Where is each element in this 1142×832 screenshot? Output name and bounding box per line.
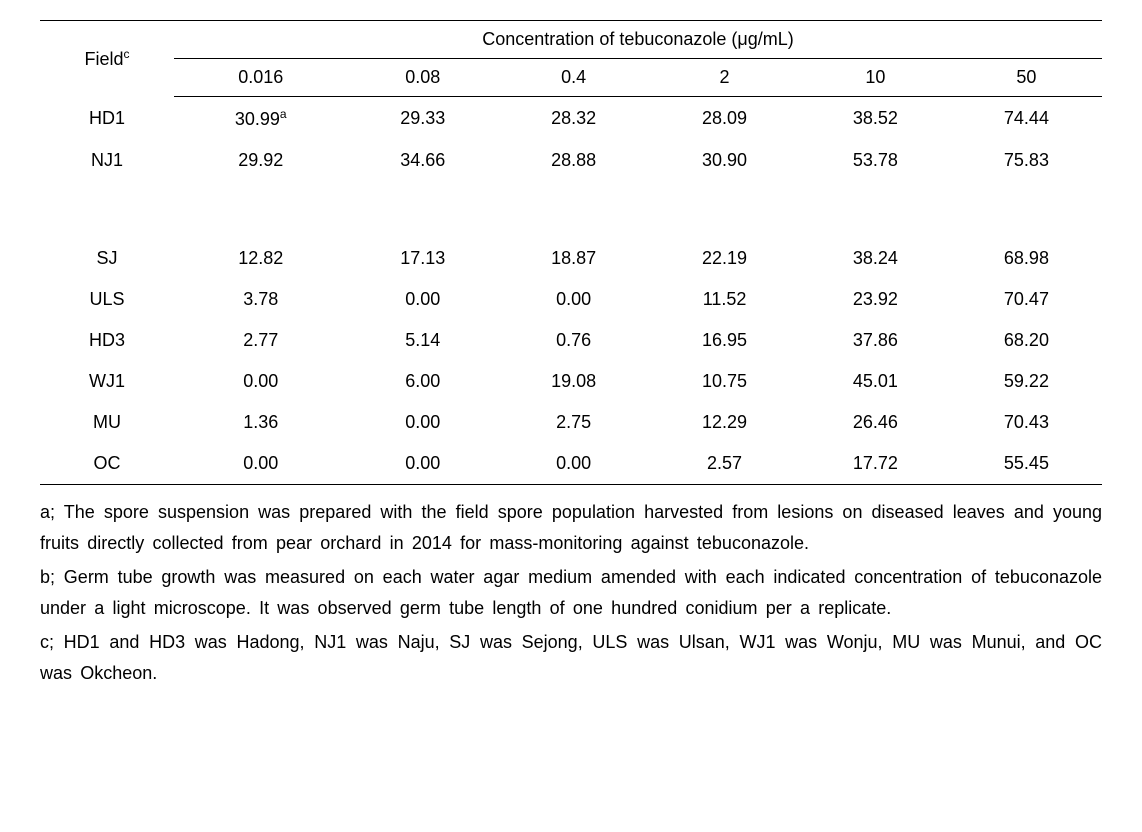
column-header: 2: [649, 59, 800, 97]
table-header: Fieldc Concentration of tebuconazole (μg…: [40, 21, 1102, 97]
row-header-sup: c: [124, 47, 130, 61]
footnotes: a; The spore suspension was prepared wit…: [40, 497, 1102, 689]
value-cell: 19.08: [498, 361, 649, 402]
value-cell: 2.57: [649, 443, 800, 485]
value-cell: 28.88: [498, 140, 649, 181]
value-cell: 28.09: [649, 97, 800, 141]
value-cell: 59.22: [951, 361, 1102, 402]
footnote-a: a; The spore suspension was prepared wit…: [40, 497, 1102, 558]
value-cell: 75.83: [951, 140, 1102, 181]
field-cell: WJ1: [40, 361, 174, 402]
column-header: 50: [951, 59, 1102, 97]
table-body: HD130.99a29.3328.3228.0938.5274.44NJ129.…: [40, 97, 1102, 485]
column-header: 0.016: [174, 59, 347, 97]
value-cell: 0.00: [174, 443, 347, 485]
row-header-label: Fieldc: [40, 21, 174, 97]
value-cell: 45.01: [800, 361, 951, 402]
value-cell: 10.75: [649, 361, 800, 402]
column-header-row: 0.0160.080.421050: [40, 59, 1102, 97]
value-text: 30.99: [235, 109, 280, 129]
value-cell: 5.14: [347, 320, 498, 361]
value-cell: 30.99a: [174, 97, 347, 141]
value-cell: 16.95: [649, 320, 800, 361]
value-cell: 34.66: [347, 140, 498, 181]
value-cell: 0.00: [347, 279, 498, 320]
value-cell: 1.36: [174, 402, 347, 443]
table-row: WJ10.006.0019.0810.7545.0159.22: [40, 361, 1102, 402]
value-cell: 2.77: [174, 320, 347, 361]
table-row: HD32.775.140.7616.9537.8668.20: [40, 320, 1102, 361]
value-cell: 17.13: [347, 238, 498, 279]
table-row: HD130.99a29.3328.3228.0938.5274.44: [40, 97, 1102, 141]
value-cell: 0.00: [347, 443, 498, 485]
value-cell: 12.82: [174, 238, 347, 279]
field-cell: HD1: [40, 97, 174, 141]
table-row: SJ12.8217.1318.8722.1938.2468.98: [40, 238, 1102, 279]
column-header: 10: [800, 59, 951, 97]
value-cell: 23.92: [800, 279, 951, 320]
value-cell: 0.00: [498, 443, 649, 485]
field-cell: NJ1: [40, 140, 174, 181]
value-cell: 37.86: [800, 320, 951, 361]
value-cell: 38.24: [800, 238, 951, 279]
table-row: OC0.000.000.002.5717.7255.45: [40, 443, 1102, 485]
column-header: 0.08: [347, 59, 498, 97]
value-cell: 11.52: [649, 279, 800, 320]
value-cell: 70.47: [951, 279, 1102, 320]
field-cell: SJ: [40, 238, 174, 279]
table-row: NJ129.9234.6628.8830.9053.7875.83: [40, 140, 1102, 181]
value-cell: 74.44: [951, 97, 1102, 141]
value-cell: 2.75: [498, 402, 649, 443]
value-cell: 17.72: [800, 443, 951, 485]
footnote-b: b; Germ tube growth was measured on each…: [40, 562, 1102, 623]
data-table: Fieldc Concentration of tebuconazole (μg…: [40, 20, 1102, 485]
value-cell: 12.29: [649, 402, 800, 443]
field-cell: OC: [40, 443, 174, 485]
footnote-c: c; HD1 and HD3 was Hadong, NJ1 was Naju,…: [40, 627, 1102, 688]
value-cell: 38.52: [800, 97, 951, 141]
value-cell: 0.00: [498, 279, 649, 320]
value-cell: 53.78: [800, 140, 951, 181]
field-cell: MU: [40, 402, 174, 443]
value-cell: 68.98: [951, 238, 1102, 279]
value-cell: 0.00: [347, 402, 498, 443]
value-cell: 3.78: [174, 279, 347, 320]
value-cell: 6.00: [347, 361, 498, 402]
table-row: ULS3.780.000.0011.5223.9270.47: [40, 279, 1102, 320]
value-cell: 26.46: [800, 402, 951, 443]
field-cell: ULS: [40, 279, 174, 320]
row-header-text: Field: [85, 49, 124, 69]
table-row: [40, 181, 1102, 238]
value-cell: 18.87: [498, 238, 649, 279]
value-cell: 68.20: [951, 320, 1102, 361]
value-cell: 28.32: [498, 97, 649, 141]
table-row: MU1.360.002.7512.2926.4670.43: [40, 402, 1102, 443]
value-cell: 0.00: [174, 361, 347, 402]
value-cell: 29.92: [174, 140, 347, 181]
value-cell: 0.76: [498, 320, 649, 361]
value-cell: 70.43: [951, 402, 1102, 443]
column-header: 0.4: [498, 59, 649, 97]
value-cell: 55.45: [951, 443, 1102, 485]
column-spanner: Concentration of tebuconazole (μg/mL): [174, 21, 1102, 59]
gap-cell: [40, 181, 1102, 238]
value-cell: 29.33: [347, 97, 498, 141]
field-cell: HD3: [40, 320, 174, 361]
value-sup: a: [280, 107, 287, 121]
value-cell: 30.90: [649, 140, 800, 181]
value-cell: 22.19: [649, 238, 800, 279]
